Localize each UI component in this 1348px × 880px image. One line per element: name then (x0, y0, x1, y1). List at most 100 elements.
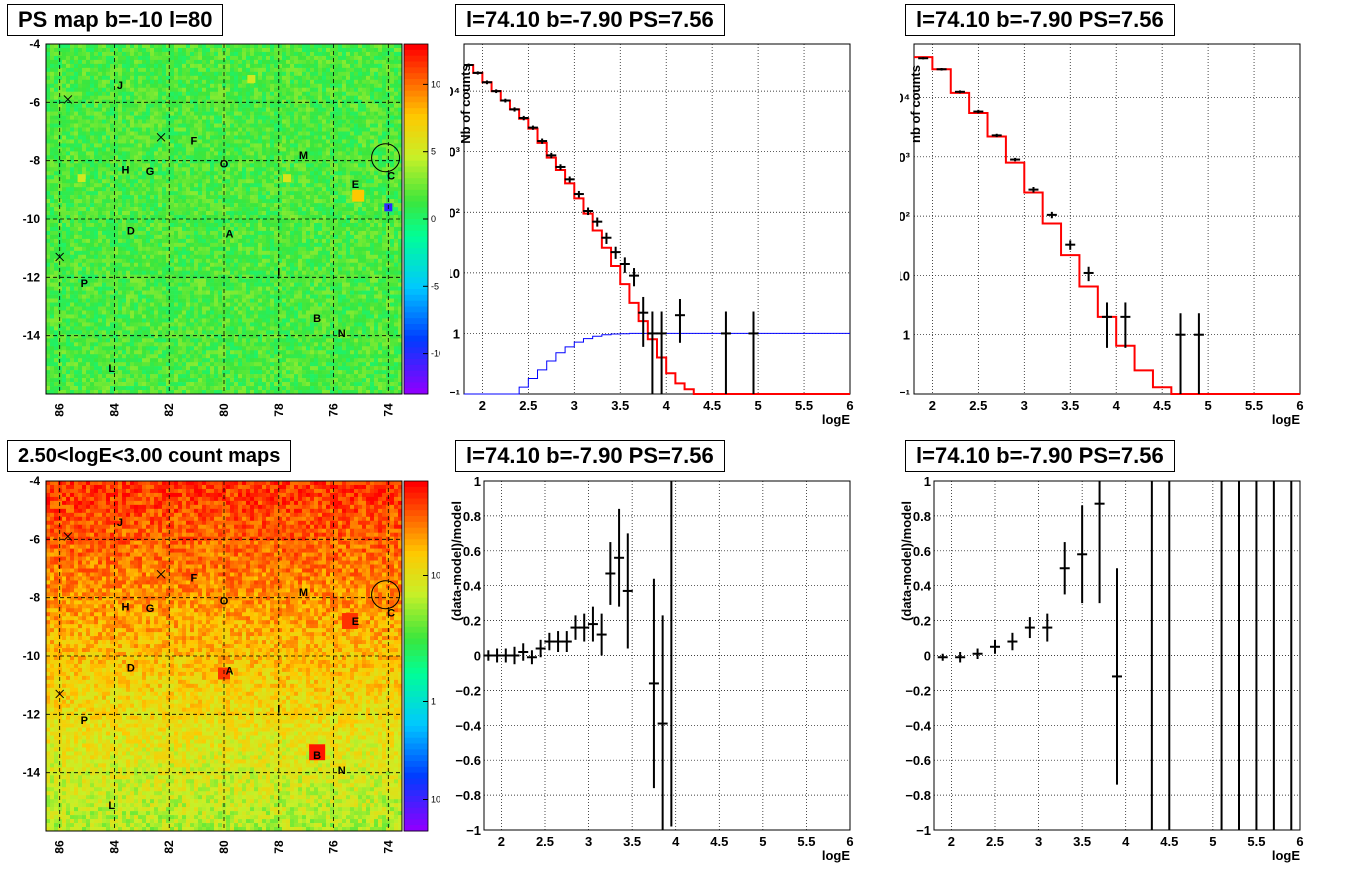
map-pixel (234, 163, 239, 168)
map-pixel (138, 203, 143, 208)
map-pixel (174, 67, 179, 73)
map-pixel (390, 135, 395, 140)
map-pixel (110, 95, 115, 100)
map-pixel (114, 143, 119, 148)
map-pixel (190, 147, 195, 152)
map-pixel (190, 175, 195, 180)
map-pixel (286, 51, 291, 57)
map-pixel (302, 103, 307, 108)
map-pixel (210, 147, 215, 152)
map-pixel (190, 115, 195, 120)
map-pixel (86, 195, 91, 200)
map-pixel (146, 103, 151, 108)
map-pixel (46, 203, 51, 208)
map-pixel (270, 203, 275, 208)
map-pixel (130, 222, 135, 228)
map-pixel (226, 75, 231, 81)
map-pixel (318, 119, 323, 124)
map-pixel (226, 111, 231, 116)
map-pixel (134, 246, 139, 252)
map-pixel (382, 183, 387, 188)
map-pixel (314, 211, 319, 216)
map-pixel (342, 139, 347, 144)
map-pixel (158, 242, 163, 248)
map-pixel (158, 246, 163, 252)
map-pixel (194, 167, 199, 172)
map-pixel (210, 127, 215, 132)
map-pixel (154, 139, 159, 144)
map-pixel (298, 242, 303, 248)
map-pixel (258, 183, 263, 188)
map-pixel (82, 107, 87, 112)
map-pixel (78, 67, 83, 73)
map-pixel (202, 230, 207, 236)
map-pixel (318, 143, 323, 148)
map-pixel (262, 203, 267, 208)
map-pixel (58, 207, 63, 212)
map-pixel (390, 258, 395, 264)
map-pixel (118, 139, 123, 144)
map-pixel (250, 187, 255, 192)
map-pixel (314, 195, 319, 200)
map-pixel (214, 191, 219, 196)
map-pixel (210, 135, 215, 140)
map-pixel (266, 47, 271, 53)
map-pixel (82, 143, 87, 148)
map-pixel (214, 107, 219, 112)
map-pixel (334, 67, 339, 73)
map-pixel (294, 135, 299, 140)
map-pixel (50, 67, 55, 73)
map-pixel (254, 115, 259, 120)
map-pixel (274, 175, 279, 180)
map-pixel (282, 226, 287, 232)
map-pixel (334, 71, 339, 77)
map-pixel (74, 230, 79, 236)
map-pixel (246, 71, 251, 77)
map-pixel (74, 67, 79, 73)
map-pixel (350, 47, 355, 53)
map-pixel (58, 59, 63, 65)
map-pixel (46, 107, 51, 112)
map-pixel (382, 44, 387, 49)
map-pixel (230, 115, 235, 120)
map-pixel (242, 155, 247, 160)
map-pixel (190, 207, 195, 212)
map-pixel (346, 83, 351, 89)
map-pixel (322, 163, 327, 168)
map-pixel (302, 99, 307, 104)
map-pixel (110, 107, 115, 112)
map-pixel (294, 103, 299, 108)
map-pixel (70, 211, 75, 216)
map-pixel (170, 143, 175, 148)
map-pixel (166, 226, 171, 232)
map-pixel (358, 250, 363, 256)
map-pixel (70, 195, 75, 200)
map-pixel (186, 167, 191, 172)
map-pixel (134, 234, 139, 240)
map-pixel (266, 159, 271, 164)
map-pixel (342, 250, 347, 256)
map-pixel (282, 44, 287, 49)
map-pixel (154, 123, 159, 128)
map-pixel (182, 139, 187, 144)
map-pixel (126, 103, 131, 108)
map-pixel (302, 107, 307, 112)
map-pixel (294, 139, 299, 144)
map-pixel (362, 59, 367, 65)
map-pixel (74, 55, 79, 61)
map-pixel (66, 250, 71, 256)
map-pixel (226, 135, 231, 140)
map-pixel (174, 99, 179, 104)
map-pixel (182, 175, 187, 180)
map-pixel (294, 199, 299, 204)
map-pixel (142, 119, 147, 124)
map-pixel (130, 195, 135, 200)
map-pixel (182, 131, 187, 136)
map-pixel (130, 127, 135, 132)
map-pixel (82, 123, 87, 128)
map-pixel (162, 71, 167, 77)
map-pixel (394, 143, 399, 148)
map-pixel (78, 107, 83, 112)
map-pixel (66, 171, 71, 176)
map-pixel (282, 187, 287, 192)
